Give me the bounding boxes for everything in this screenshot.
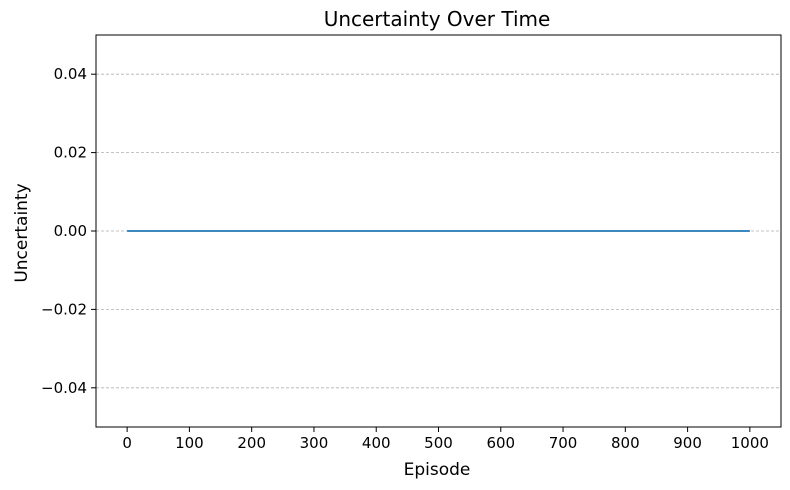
- x-tick-label: 700: [549, 434, 578, 452]
- x-axis-ticks: 0 100 200 300 400 500 600 700 800 900 1000: [122, 427, 769, 452]
- x-tick-label: 100: [175, 434, 204, 452]
- y-axis-label: Uncertainty: [12, 183, 32, 282]
- y-tick-label: 0.04: [54, 65, 87, 83]
- x-tick-label: 200: [237, 434, 266, 452]
- chart-title: Uncertainty Over Time: [324, 7, 551, 31]
- x-tick-label: 0: [122, 434, 132, 452]
- y-tick-label: 0.00: [54, 222, 87, 240]
- x-tick-label: 500: [424, 434, 453, 452]
- y-tick-label: −0.04: [41, 379, 87, 397]
- x-axis-label: Episode: [404, 460, 471, 480]
- y-tick-label: 0.02: [54, 144, 87, 162]
- x-tick-label: 800: [611, 434, 640, 452]
- x-tick-label: 1000: [731, 434, 769, 452]
- x-tick-label: 600: [486, 434, 515, 452]
- x-tick-label: 400: [362, 434, 391, 452]
- x-tick-label: 900: [673, 434, 702, 452]
- y-tick-label: −0.02: [41, 300, 87, 318]
- x-tick-label: 300: [300, 434, 329, 452]
- y-axis-ticks: −0.04 −0.02 0.00 0.02 0.04: [41, 65, 96, 397]
